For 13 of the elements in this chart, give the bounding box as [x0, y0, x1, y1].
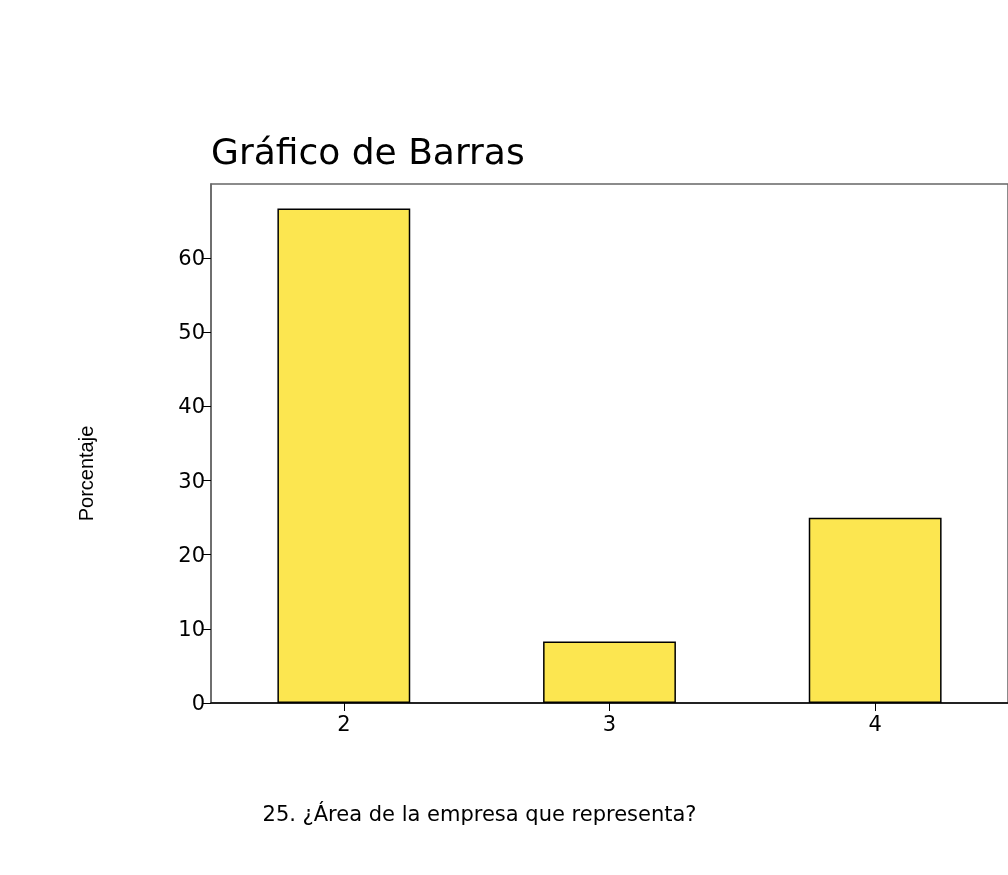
y-tick-label: 0 [191, 691, 205, 715]
y-tick-label: 10 [178, 616, 205, 641]
y-tick-label: 30 [178, 468, 205, 493]
y-tick-label: 60 [178, 246, 205, 271]
x-tick-label: 3 [602, 711, 617, 736]
x-tick-label: 4 [868, 711, 882, 736]
y-tick-label: 20 [178, 542, 205, 567]
y-tick-label: 50 [178, 320, 205, 345]
x-tick-label: 2 [337, 711, 351, 736]
y-axis-title: Porcentaje [75, 425, 97, 522]
x-axis-title: 25. ¿Área de la empresa que representa? [262, 800, 697, 826]
y-tick-label: 40 [178, 394, 205, 419]
chart-title: Gráfico de Barras [211, 130, 525, 172]
